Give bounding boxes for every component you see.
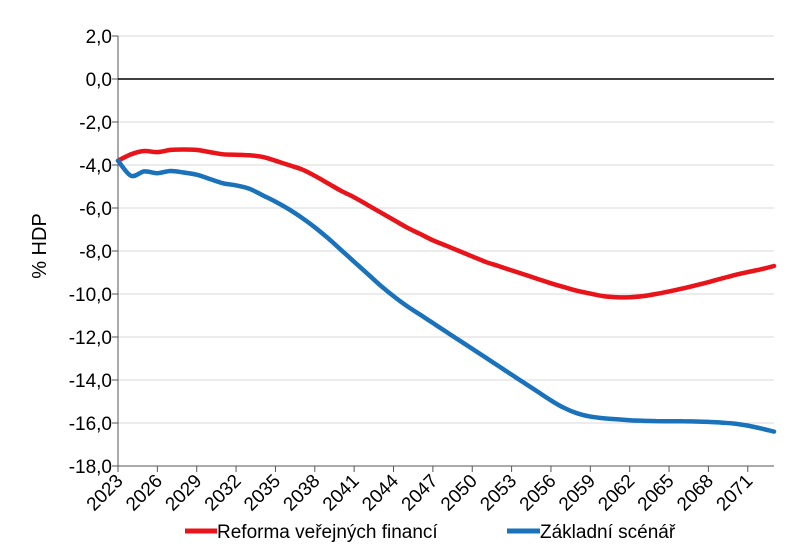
x-tick-label: 2056: [516, 471, 561, 516]
x-tick-label: 2071: [713, 471, 758, 516]
legend-label-zakladni: Základní scénář: [540, 522, 676, 543]
gridlines: [118, 35, 774, 467]
legend: Reforma veřejných financí Základní scéná…: [185, 522, 676, 543]
x-tick-label: 2062: [594, 471, 639, 516]
x-tick-label: 2059: [555, 471, 600, 516]
series-line-zakladni: [115, 158, 777, 434]
x-tick-label: 2050: [437, 471, 482, 516]
x-tick-label: 2053: [476, 471, 521, 516]
y-tick-label: -8,0: [79, 242, 112, 263]
y-tick-label: 0,0: [86, 70, 112, 91]
x-tick-label: 2035: [240, 471, 285, 516]
y-tick-label: -16,0: [69, 414, 112, 435]
y-axis-title: % HDP: [29, 213, 51, 279]
y-tick-label: -14,0: [69, 371, 112, 392]
y-tick-label: -4,0: [79, 156, 112, 177]
x-tick-label: 2065: [634, 471, 679, 516]
x-tick-labels: 2023202620292032203520382041204420472050…: [83, 470, 758, 515]
y-tick-label: -12,0: [69, 328, 112, 349]
y-tick-label: -10,0: [69, 285, 112, 306]
y-tick-label: -2,0: [79, 113, 112, 134]
x-tick-label: 2038: [280, 471, 325, 516]
x-tick-label: 2041: [319, 471, 364, 516]
y-tick-label: -18,0: [69, 457, 112, 478]
x-tick-label: 2032: [201, 471, 246, 516]
series-line-reforma: [115, 147, 777, 300]
y-tick-label: -6,0: [79, 199, 112, 220]
x-tick-label: 2029: [162, 471, 207, 516]
x-tick-label: 2044: [358, 470, 403, 515]
axes: [112, 35, 774, 472]
y-tick-labels: 2,0 0,0 -2,0 -4,0 -6,0 -8,0 -10,0 -12,0 -14,0 -16…: [69, 27, 112, 478]
x-tick-label: 2026: [122, 471, 167, 516]
legend-label-reforma: Reforma veřejných financí: [217, 522, 438, 543]
series-lines: [115, 147, 777, 434]
y-tick-label: 2,0: [86, 27, 112, 48]
x-tick-label: 2068: [673, 471, 718, 516]
x-tick-label: 2047: [398, 471, 443, 516]
